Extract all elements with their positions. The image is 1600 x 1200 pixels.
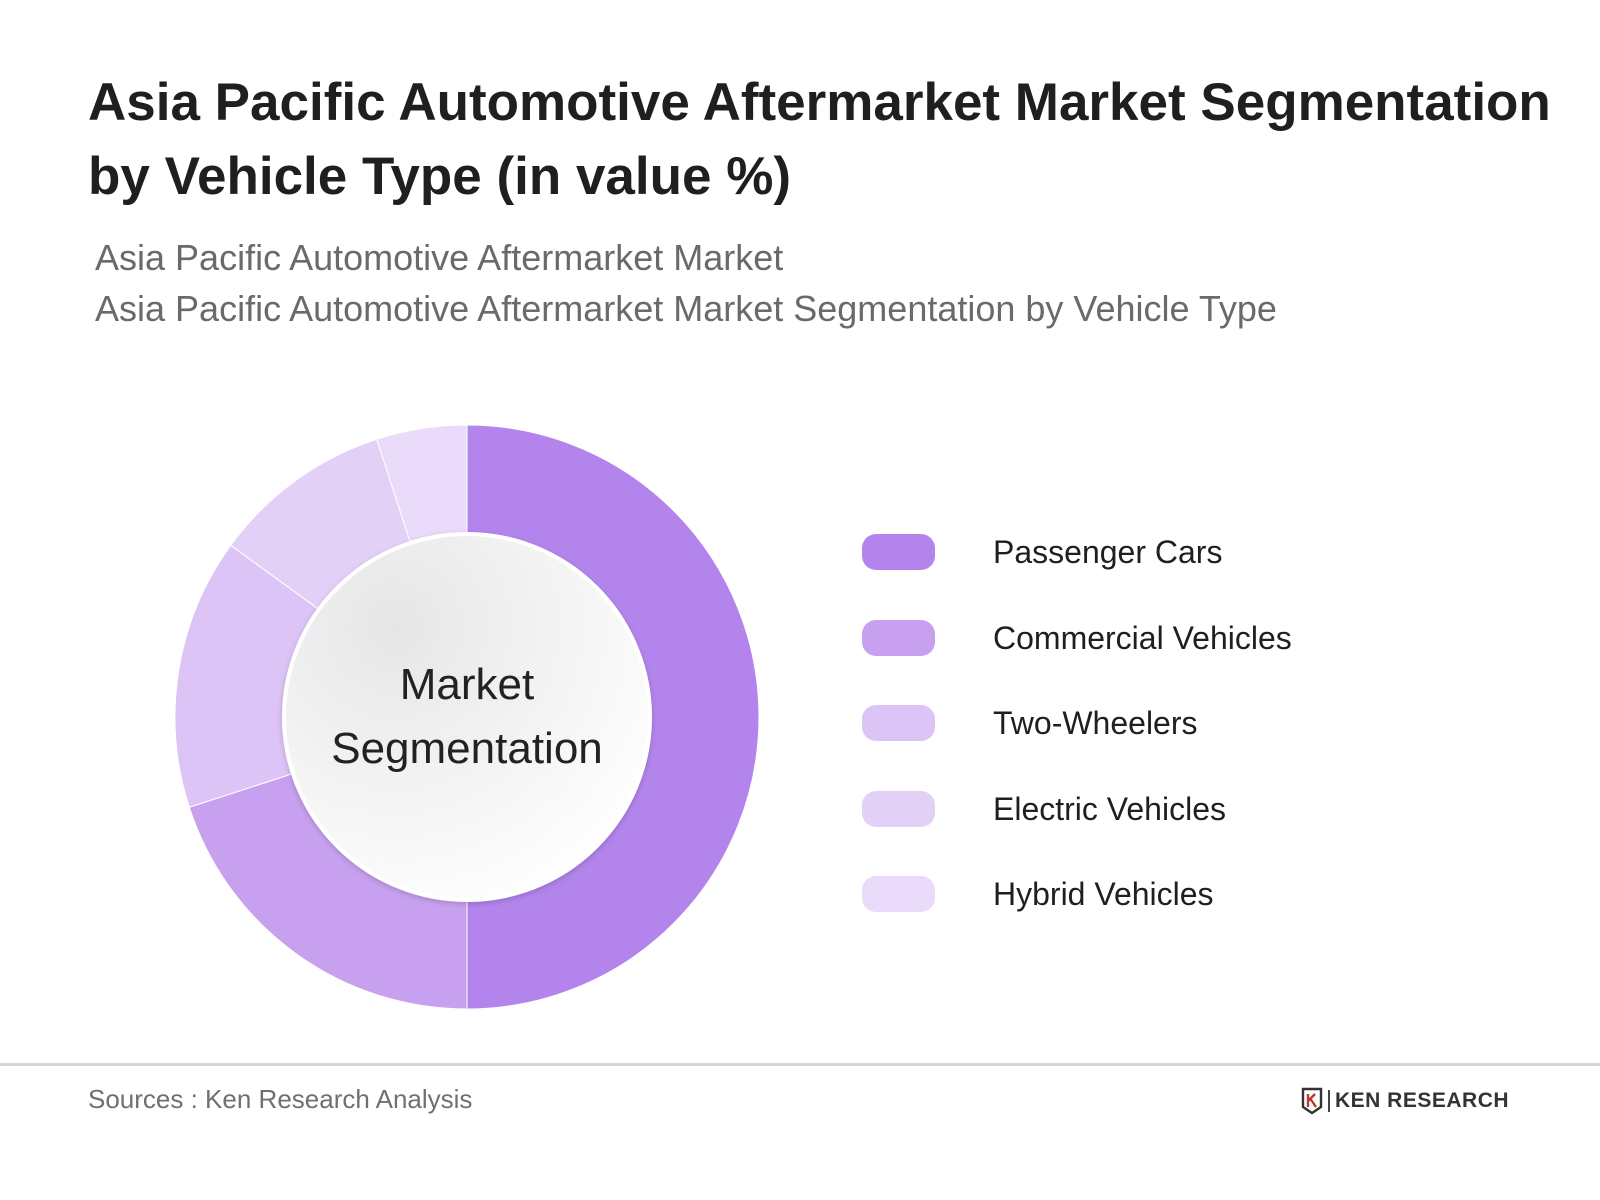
legend-label-passenger-cars: Passenger Cars: [993, 534, 1223, 570]
legend-swatch-hybrid-vehicles: [862, 876, 935, 912]
logo-wordmark: KEN RESEARCH: [1335, 1089, 1510, 1112]
subtitle-segmentation: Asia Pacific Automotive Aftermarket Mark…: [95, 288, 1277, 329]
subtitle-market: Asia Pacific Automotive Aftermarket Mark…: [95, 237, 784, 278]
donut-center-disc: [282, 532, 652, 902]
legend-swatch-two-wheelers: [862, 705, 935, 741]
ken-research-logo: KEN RESEARCH: [1300, 1085, 1509, 1117]
legend-label-hybrid-vehicles: Hybrid Vehicles: [993, 876, 1214, 912]
legend-swatch-commercial-vehicles: [862, 619, 935, 656]
legend-item-hybrid-vehicles: Hybrid Vehicles: [862, 874, 1462, 914]
legend-label-electric-vehicles: Electric Vehicles: [993, 790, 1226, 827]
legend-label-commercial-vehicles: Commercial Vehicles: [993, 619, 1292, 656]
sources-note: Sources : Ken Research Analysis: [88, 1084, 473, 1114]
chart-title: Asia Pacific Automotive Aftermarket Mark…: [88, 73, 1551, 206]
ken-research-logo-icon: [1301, 1087, 1323, 1115]
logo-separator: [1328, 1090, 1330, 1112]
legend-item-two-wheelers: Two-Wheelers: [862, 703, 1462, 743]
footer-divider: [0, 1063, 1600, 1066]
subtitle-block: Asia Pacific Automotive Aftermarket Mark…: [95, 232, 1277, 334]
legend-item-electric-vehicles: Electric Vehicles: [862, 789, 1462, 829]
donut-slices: [174, 424, 760, 1010]
legend-label-two-wheelers: Two-Wheelers: [993, 705, 1198, 741]
legend-item-passenger-cars: Passenger Cars: [862, 532, 1462, 572]
legend-swatch-electric-vehicles: [862, 790, 935, 827]
legend-swatch-passenger-cars: [862, 534, 935, 570]
legend-item-commercial-vehicles: Commercial Vehicles: [862, 618, 1462, 658]
